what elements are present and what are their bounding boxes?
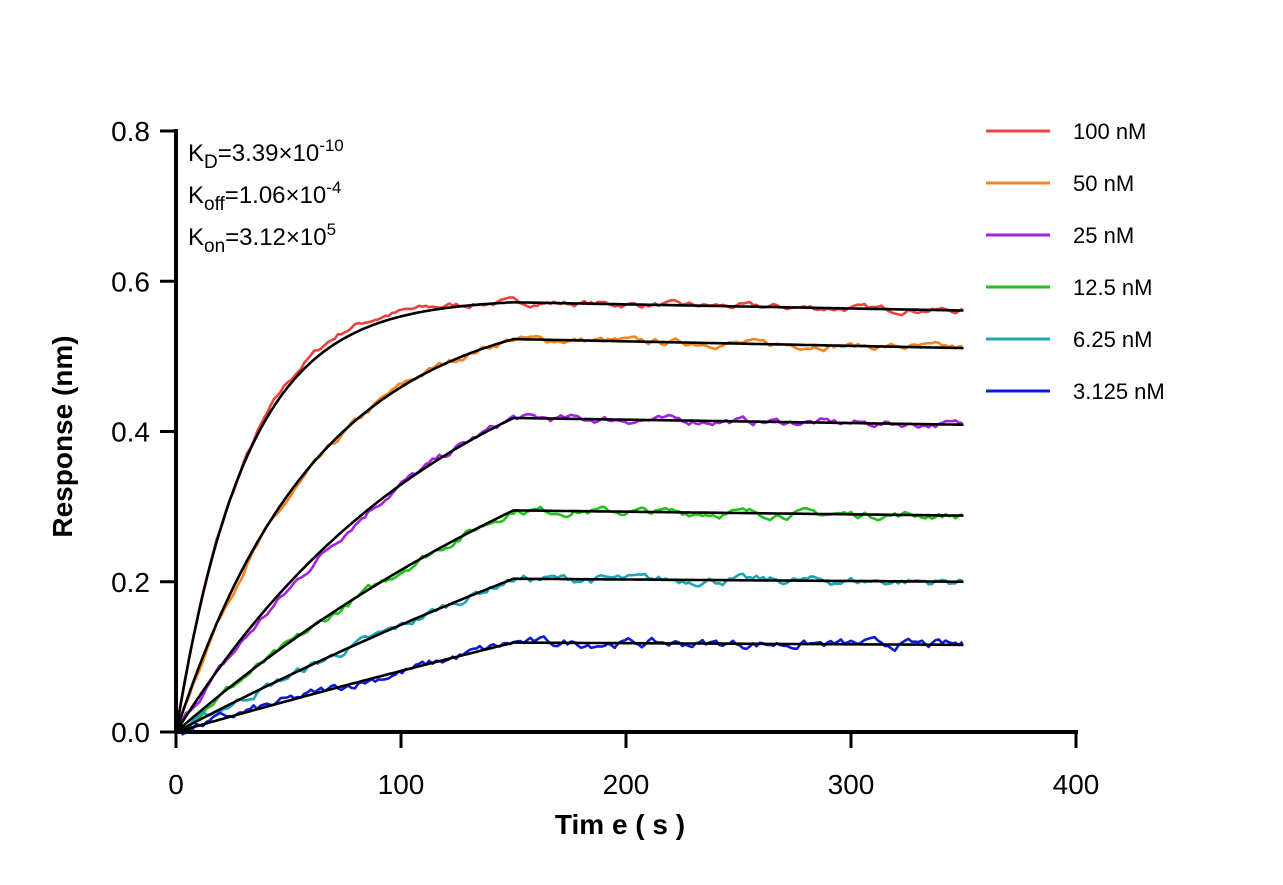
y-tick-label: 0.6 [111, 266, 150, 297]
constant-subscript: on [204, 236, 225, 257]
y-tick-label: 0.2 [111, 567, 150, 598]
annotation-kon: Kon=3.12×105 [188, 220, 336, 257]
constant-symbol: K [188, 140, 204, 167]
legend-label: 25 nM [1073, 223, 1134, 248]
y-tick-label: 0.4 [111, 417, 150, 448]
series-line-3-125-nm [175, 635, 964, 736]
axes: 0.0 0.2 0.4 0.6 0.8 0 100 200 300 400 Tim e ( s ) R… [47, 116, 1099, 840]
annotation-koff: Koff=1.06×10-4 [188, 178, 341, 215]
annotation-kd: KD=3.39×10-10 [188, 136, 344, 173]
x-axis-title: Tim e ( s ) [555, 809, 685, 840]
constant-exponent: 5 [327, 220, 336, 239]
x-tick-label: 400 [1053, 769, 1100, 800]
legend-label: 6.25 nM [1073, 327, 1153, 352]
constant-subscript: D [204, 152, 218, 173]
y-axis-title: Response (nm) [47, 335, 78, 537]
constant-subscript: off [204, 194, 226, 215]
fit-line-25-nm [174, 416, 964, 733]
series-line-6-25-nm [175, 572, 963, 734]
plot-area [174, 296, 964, 736]
y-tick-label: 0.8 [111, 116, 150, 147]
legend-label: 50 nM [1073, 171, 1134, 196]
constant-value: =3.39×10 [218, 140, 319, 167]
constant-value: =1.06×10 [225, 182, 326, 209]
legend-label: 12.5 nM [1073, 275, 1153, 300]
constant-symbol: K [188, 224, 204, 251]
fit-line-50-nm [174, 337, 964, 733]
series-line-25-nm [174, 412, 963, 733]
x-tick-label: 300 [828, 769, 875, 800]
constant-value: =3.12×10 [225, 224, 326, 251]
x-tick-label: 100 [378, 769, 425, 800]
fit-line-12-5-nm [175, 509, 964, 733]
legend: 100 nM 50 nM 25 nM 12.5 nM 6.25 nM 3.125 nM [986, 119, 1165, 404]
fit-line-100-nm [174, 301, 964, 733]
fit-line-3-125-nm [175, 641, 964, 734]
y-tick-label: 0.0 [111, 717, 150, 748]
fit-line-6-25-nm [175, 577, 964, 734]
x-tick-label: 200 [603, 769, 650, 800]
constant-symbol: K [188, 182, 204, 209]
legend-label: 100 nM [1073, 119, 1146, 144]
legend-label: 3.125 nM [1073, 379, 1165, 404]
constant-exponent: -10 [319, 136, 344, 155]
x-tick-label: 0 [168, 769, 184, 800]
constant-exponent: -4 [326, 178, 341, 197]
